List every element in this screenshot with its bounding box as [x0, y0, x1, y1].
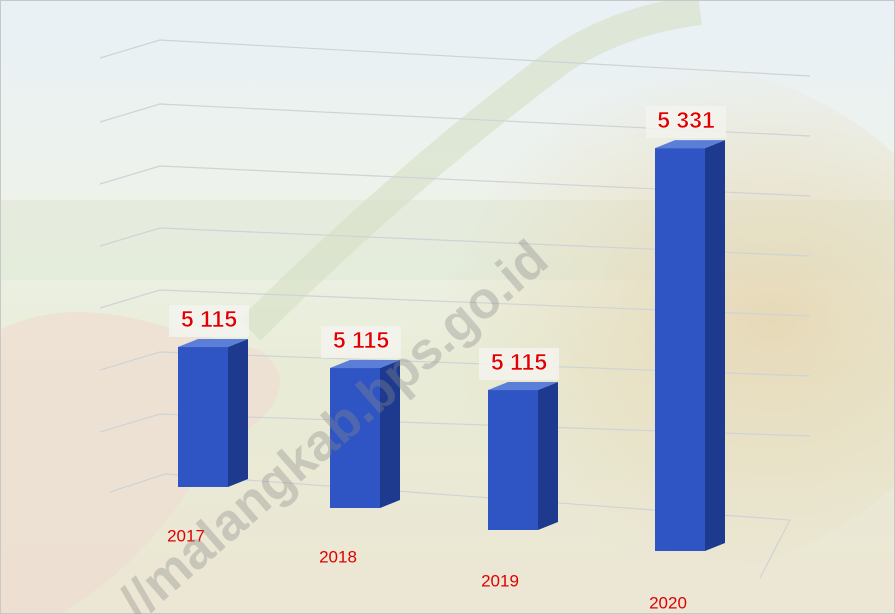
bar [178, 347, 228, 487]
grid-line [99, 227, 811, 257]
bar-top [488, 382, 558, 391]
x-tick-label: 2020 [649, 593, 687, 612]
bar [488, 390, 538, 530]
grid-line [99, 39, 811, 77]
grid-line [99, 103, 811, 137]
x-tick-label: 2019 [481, 571, 519, 590]
bar-top [655, 140, 725, 149]
grid-line [99, 165, 811, 197]
floor-line [109, 473, 791, 579]
value-label: 5 115 [333, 327, 389, 353]
grid-line [99, 413, 811, 437]
value-label-box [169, 305, 249, 338]
value-label-box [479, 348, 559, 381]
bar-top [178, 339, 248, 348]
grid-line [99, 351, 811, 377]
bar [655, 148, 705, 551]
bar-top [330, 360, 400, 369]
value-label: 5 115 [181, 306, 237, 332]
bar-side [538, 382, 558, 530]
value-label: 5 331 [657, 107, 715, 133]
x-tick-label: 2017 [167, 526, 205, 545]
background-grain [310, 60, 895, 580]
grid-line [99, 289, 811, 317]
bar-side [705, 140, 725, 551]
bar [330, 368, 380, 508]
background-stalk [239, 0, 702, 341]
value-label-box [321, 326, 401, 359]
bars: 5 115 2017 5 115 2018 5 115 2019 5 331 2020 [167, 106, 726, 612]
x-tick-label: 2018 [319, 547, 357, 566]
grid [99, 39, 811, 579]
bar-side [380, 360, 400, 508]
bar-side [228, 339, 248, 487]
value-label-box [646, 106, 726, 139]
value-label: 5 115 [491, 349, 547, 375]
